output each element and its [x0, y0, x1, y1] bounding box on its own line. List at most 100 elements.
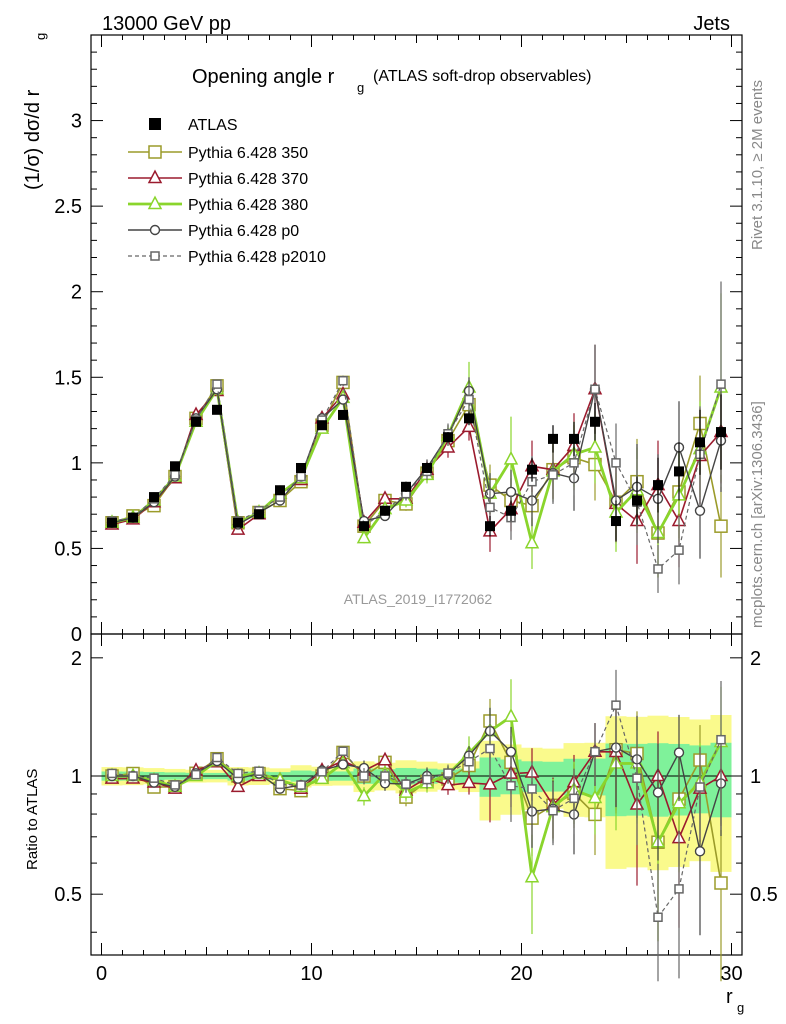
- point-marker: [359, 771, 369, 781]
- point-marker: [694, 505, 706, 516]
- point-marker: [505, 746, 517, 757]
- point-marker: [674, 884, 684, 894]
- data-point: [548, 433, 558, 444]
- point-marker: [440, 438, 456, 453]
- series-line: [111, 378, 722, 571]
- point-marker: [503, 450, 519, 465]
- point-marker: [587, 438, 603, 453]
- ratio-tick-label: 1: [71, 766, 82, 788]
- x-tick-label: 0: [96, 963, 107, 985]
- data-point: [380, 505, 390, 516]
- point-marker: [147, 169, 163, 184]
- point-marker: [440, 776, 456, 791]
- side-text-bottom: mcplots.cern.ch [arXiv:1306.3436]: [749, 401, 766, 628]
- data-point: [338, 409, 348, 420]
- point-marker: [632, 773, 642, 783]
- point-marker: [653, 912, 663, 922]
- data-point: [359, 521, 369, 532]
- data-point: [611, 516, 621, 527]
- data-point: [422, 462, 432, 473]
- point-marker: [443, 768, 453, 778]
- y-tick-label: 2.5: [54, 196, 82, 218]
- point-marker: [149, 773, 159, 783]
- ratio-tick-label-right: 1: [750, 766, 761, 788]
- point-marker: [674, 545, 684, 555]
- point-marker: [356, 787, 372, 802]
- data-point: [107, 517, 117, 528]
- data-point: [212, 404, 222, 415]
- data-point: [233, 517, 243, 528]
- legend-label-atlas: ATLAS: [188, 117, 238, 134]
- x-axis-label-sub: g: [737, 1000, 744, 1015]
- point-marker: [611, 458, 621, 468]
- point-marker: [314, 770, 330, 785]
- series-line: [111, 382, 723, 549]
- y-axis-label-ratio: Ratio to ATLAS: [24, 769, 41, 870]
- y-label-ratio-text: Ratio to ATLAS: [24, 769, 41, 870]
- plot-title-sub: g: [357, 80, 364, 95]
- data-point: [590, 416, 600, 427]
- point-marker: [653, 564, 663, 574]
- point-marker: [107, 768, 117, 779]
- point-marker: [149, 224, 161, 236]
- point-marker: [170, 780, 180, 790]
- point-marker: [464, 394, 474, 405]
- data-point: [485, 521, 495, 532]
- legend-label: Pythia 6.428 370: [188, 171, 308, 188]
- point-marker: [317, 767, 327, 777]
- data-layer: [107, 394, 726, 542]
- data-point: [254, 509, 264, 520]
- point-marker: [527, 784, 537, 794]
- legend-label: Pythia 6.428 350: [188, 145, 308, 162]
- point-marker: [401, 779, 411, 789]
- point-marker: [569, 458, 579, 468]
- data-point: [275, 485, 285, 496]
- point-marker: [148, 145, 162, 159]
- data-point: [317, 420, 327, 431]
- point-marker: [587, 789, 603, 804]
- y-axis-label-main: (1/σ) dσ/d r g: [22, 33, 48, 190]
- data-point: [506, 505, 516, 516]
- y-tick-label: 2: [71, 282, 82, 304]
- point-marker: [464, 756, 474, 767]
- side-text-bottom-label: mcplots.cern.ch [arXiv:1306.3436]: [749, 401, 766, 628]
- x-tick-label: 30: [720, 963, 742, 985]
- point-marker: [503, 708, 519, 722]
- point-marker: [506, 781, 516, 791]
- data-point: [674, 466, 684, 477]
- point-marker: [569, 793, 579, 804]
- point-marker: [714, 519, 728, 533]
- data-point: [296, 462, 306, 473]
- series-p350: [105, 375, 728, 982]
- data-point: [716, 427, 726, 438]
- y-tick-label: 1: [71, 453, 82, 475]
- point-marker: [716, 379, 726, 389]
- data-point: [653, 480, 663, 491]
- point-marker: [254, 766, 264, 776]
- data-point: [632, 495, 642, 506]
- point-marker: [233, 768, 243, 779]
- point-marker: [482, 775, 498, 790]
- header-right: Jets: [693, 13, 730, 35]
- side-text-top-label: Rivet 3.1.10, ≥ 2M events: [749, 80, 766, 250]
- point-marker: [671, 794, 687, 809]
- header-left: 13000 GeV pp: [102, 13, 231, 35]
- data-point: [443, 432, 453, 443]
- y-label-main-text: (1/σ) dσ/d r: [22, 89, 44, 190]
- point-marker: [716, 734, 726, 745]
- point-marker: [548, 805, 558, 816]
- point-marker: [337, 759, 349, 770]
- analysis-id: ATLAS_2019_I1772062: [344, 591, 493, 607]
- plot-title-paren: (ATLAS soft-drop observables): [373, 68, 591, 85]
- point-marker: [212, 752, 222, 763]
- data-point: [401, 481, 411, 492]
- x-tick-label: 20: [510, 963, 532, 985]
- legend: ATLAS Pythia 6.428 350 Pythia 6.428 370 Pyt…: [128, 117, 326, 266]
- point-marker: [230, 778, 246, 793]
- point-marker: [461, 418, 477, 433]
- point-marker: [275, 779, 285, 790]
- y-tick-label: 0: [71, 624, 82, 646]
- x-axis-label: r: [726, 986, 733, 1008]
- point-marker: [380, 771, 390, 781]
